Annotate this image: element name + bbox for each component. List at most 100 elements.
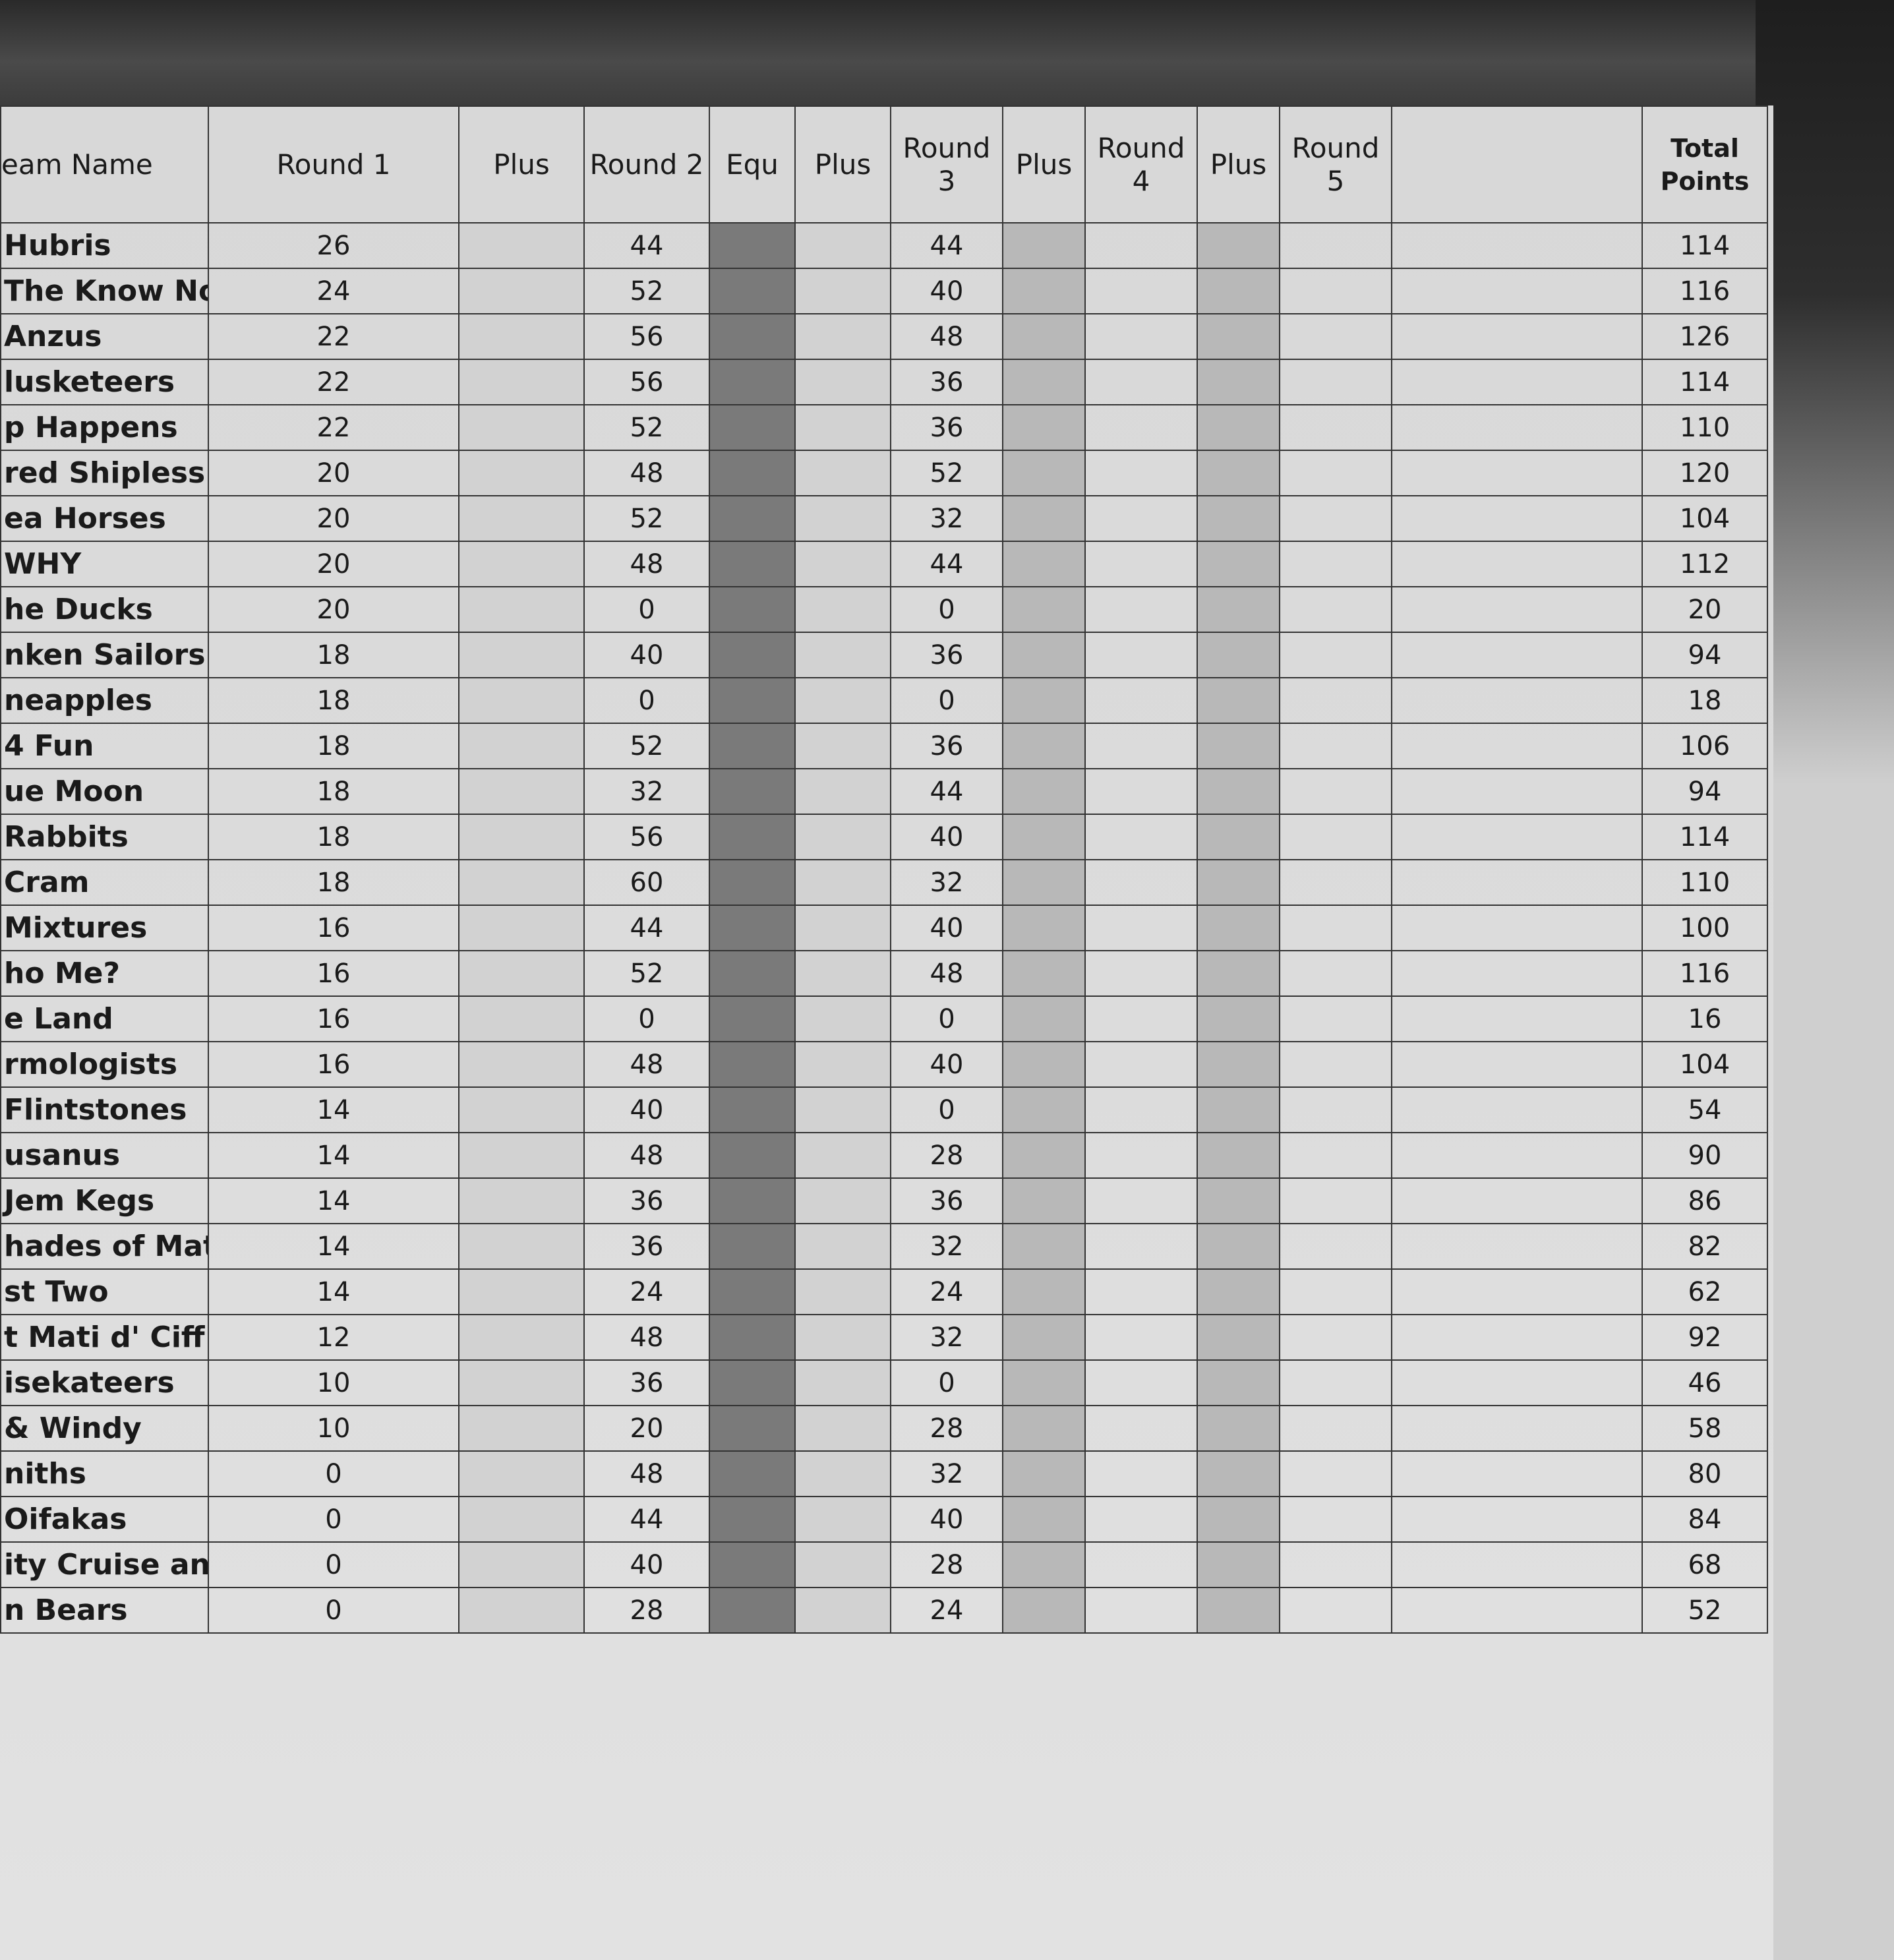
blank-cell [1391, 313, 1643, 360]
round-3-cell: 32 [890, 1314, 1003, 1361]
round-1-cell: 18 [208, 859, 459, 906]
total-points-cell: 18 [1642, 677, 1768, 724]
round-5-cell [1279, 1314, 1392, 1361]
team-name-cell: he Ducks [0, 586, 209, 633]
round-3-cell: 0 [890, 1359, 1003, 1406]
plus-2-cell [794, 1496, 891, 1543]
round-3-cell: 44 [890, 768, 1003, 815]
plus-3-cell [1002, 1132, 1086, 1179]
table-row: usanus 14 48 28 90 [0, 1132, 1768, 1179]
round-3-cell: 0 [890, 1086, 1003, 1133]
plus-1-cell [458, 1268, 585, 1315]
round-5-cell [1279, 1223, 1392, 1270]
plus-3-cell [1002, 450, 1086, 496]
round-1-cell: 18 [208, 768, 459, 815]
round-1-cell: 14 [208, 1268, 459, 1315]
total-points-cell: 116 [1642, 268, 1768, 314]
plus-1-cell [458, 768, 585, 815]
total-points-cell: 84 [1642, 1496, 1768, 1543]
round-4-cell [1084, 677, 1198, 724]
table-row: Cram 18 60 32 110 [0, 859, 1768, 906]
equ-cell [709, 268, 796, 314]
total-points-cell: 94 [1642, 632, 1768, 678]
team-name-cell: ea Horses [0, 495, 209, 542]
header-round-5: Round 5 [1279, 105, 1392, 223]
round-1-cell: 24 [208, 268, 459, 314]
blank-cell [1391, 1177, 1643, 1224]
round-1-cell: 12 [208, 1314, 459, 1361]
round-5-cell [1279, 950, 1392, 997]
round-1-cell: 22 [208, 359, 459, 405]
plus-2-cell [794, 1405, 891, 1452]
team-name-cell: ue Moon [0, 768, 209, 815]
round-2-cell: 40 [583, 632, 710, 678]
round-5-cell [1279, 1132, 1392, 1179]
plus-3-cell [1002, 541, 1086, 587]
round-1-cell: 14 [208, 1223, 459, 1270]
plus-2-cell [794, 586, 891, 633]
table-row: p Happens 22 52 36 110 [0, 404, 1768, 451]
equ-cell [709, 632, 796, 678]
round-5-cell [1279, 1405, 1392, 1452]
total-points-cell: 80 [1642, 1450, 1768, 1497]
plus-1-cell [458, 1041, 585, 1088]
plus-2-cell [794, 495, 891, 542]
equ-cell [709, 222, 796, 269]
total-points-cell: 114 [1642, 814, 1768, 860]
plus-3-cell [1002, 1086, 1086, 1133]
round-4-cell [1084, 1496, 1198, 1543]
blank-cell [1391, 1405, 1643, 1452]
plus-4-cell [1197, 1132, 1280, 1179]
round-5-cell [1279, 1268, 1392, 1315]
round-3-cell: 52 [890, 450, 1003, 496]
round-3-cell: 36 [890, 723, 1003, 769]
round-4-cell [1084, 495, 1198, 542]
blank-cell [1391, 1132, 1643, 1179]
round-2-cell: 24 [583, 1268, 710, 1315]
plus-3-cell [1002, 359, 1086, 405]
plus-2-cell [794, 1359, 891, 1406]
equ-cell [709, 950, 796, 997]
round-3-cell: 40 [890, 1496, 1003, 1543]
round-5-cell [1279, 1587, 1392, 1634]
header-team-name: eam Name [0, 105, 209, 223]
round-2-cell: 20 [583, 1405, 710, 1452]
round-5-cell [1279, 268, 1392, 314]
team-name-cell: Rabbits [0, 814, 209, 860]
plus-3-cell [1002, 1405, 1086, 1452]
total-points-cell: 16 [1642, 995, 1768, 1042]
equ-cell [709, 905, 796, 951]
total-points-cell: 110 [1642, 859, 1768, 906]
round-1-cell: 0 [208, 1587, 459, 1634]
round-4-cell [1084, 268, 1198, 314]
table-row: neapples 18 0 0 18 [0, 677, 1768, 724]
plus-3-cell [1002, 905, 1086, 951]
equ-cell [709, 1587, 796, 1634]
team-name-cell: The Know Nothing [0, 268, 209, 314]
round-2-cell: 48 [583, 1314, 710, 1361]
blank-cell [1391, 268, 1643, 314]
plus-1-cell [458, 632, 585, 678]
round-3-cell: 28 [890, 1541, 1003, 1588]
team-name-cell: niths [0, 1450, 209, 1497]
total-points-cell: 120 [1642, 450, 1768, 496]
round-1-cell: 16 [208, 1041, 459, 1088]
round-1-cell: 0 [208, 1541, 459, 1588]
equ-cell [709, 1177, 796, 1224]
plus-2-cell [794, 222, 891, 269]
blank-cell [1391, 677, 1643, 724]
total-points-cell: 90 [1642, 1132, 1768, 1179]
plus-1-cell [458, 950, 585, 997]
round-5-cell [1279, 1086, 1392, 1133]
plus-4-cell [1197, 814, 1280, 860]
round-2-cell: 32 [583, 768, 710, 815]
team-name-cell: Jem Kegs [0, 1177, 209, 1224]
round-3-cell: 32 [890, 1450, 1003, 1497]
table-row: Anzus 22 56 48 126 [0, 313, 1768, 360]
equ-cell [709, 1541, 796, 1588]
round-4-cell [1084, 222, 1198, 269]
round-1-cell: 18 [208, 677, 459, 724]
round-2-cell: 48 [583, 450, 710, 496]
round-3-cell: 28 [890, 1405, 1003, 1452]
plus-1-cell [458, 1541, 585, 1588]
